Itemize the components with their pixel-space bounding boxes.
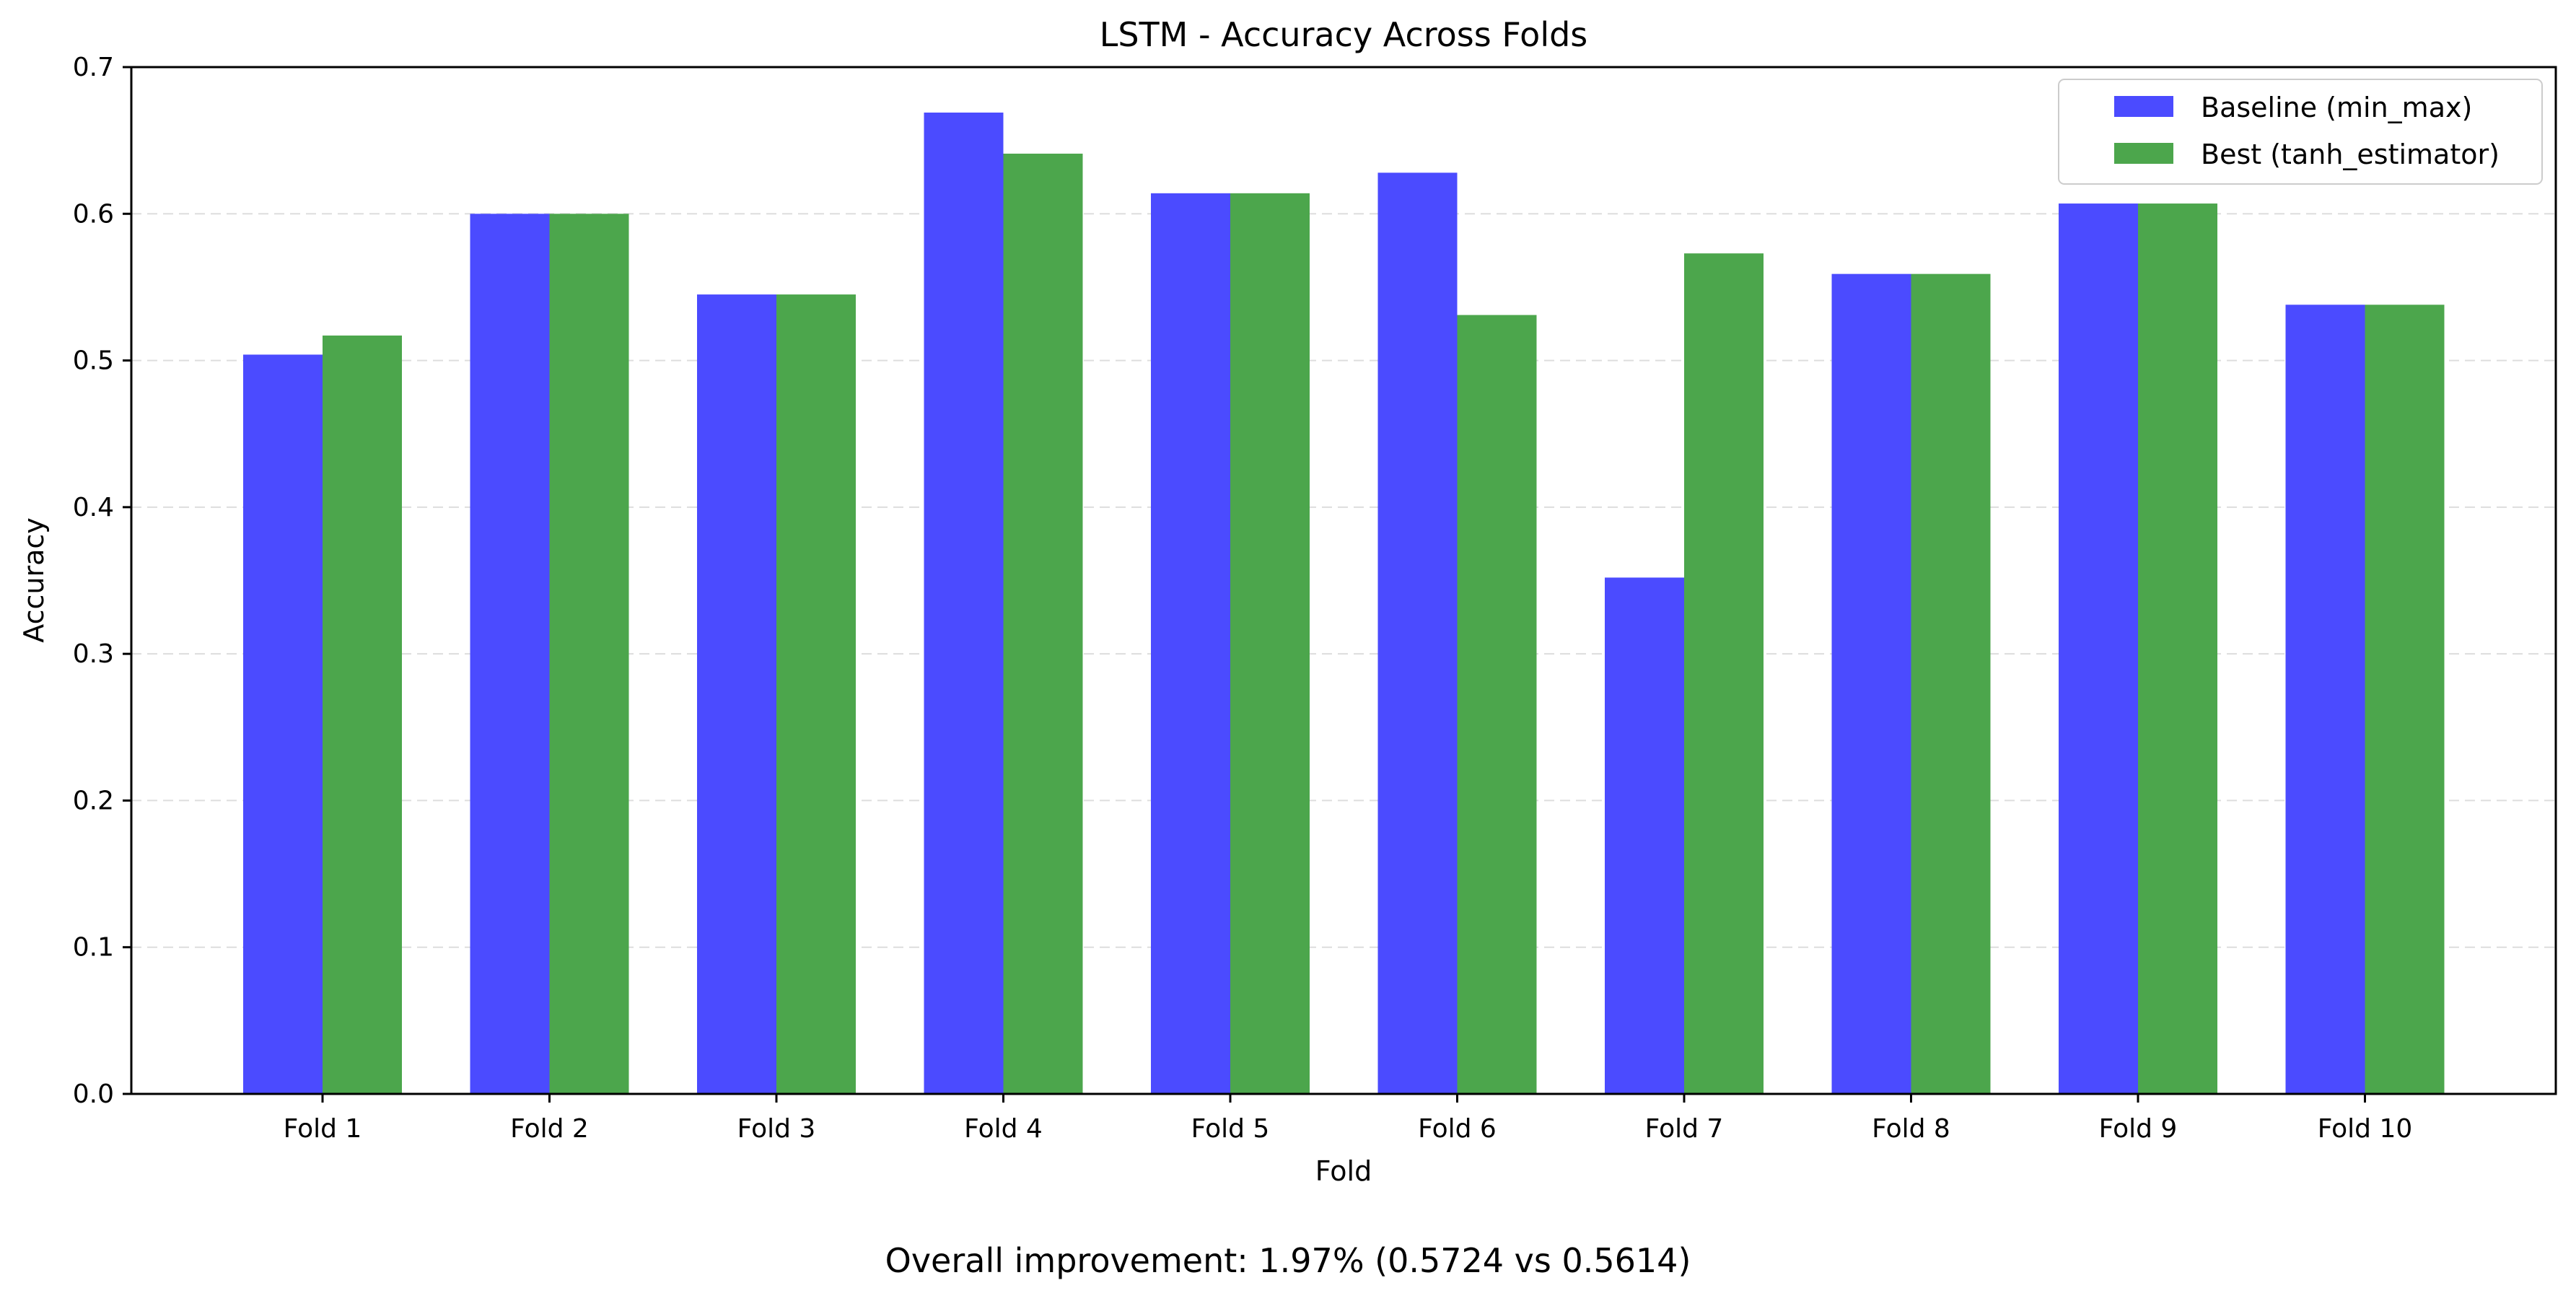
- x-tick-label-6: Fold 6: [1418, 1114, 1497, 1144]
- chart-title: LSTM - Accuracy Across Folds: [1100, 15, 1588, 54]
- x-tick-label-8: Fold 8: [1872, 1114, 1950, 1144]
- y-tick-label-7: 0.7: [73, 53, 114, 82]
- legend-swatch-baseline: [2114, 96, 2173, 117]
- y-tick-label-2: 0.2: [73, 786, 114, 815]
- legend-box: [2058, 79, 2543, 185]
- bar-series0-3: [697, 294, 776, 1094]
- y-tick-label-6: 0.6: [73, 199, 114, 229]
- legend-swatch-best: [2114, 143, 2173, 164]
- y-tick-label-4: 0.4: [73, 493, 114, 522]
- bar-series0-1: [243, 354, 323, 1095]
- bar-series0-10: [2285, 305, 2365, 1094]
- y-tick-label-0: 0.0: [73, 1079, 114, 1109]
- bar-series1-2: [549, 214, 629, 1095]
- x-tick-label-7: Fold 7: [1645, 1114, 1724, 1144]
- y-tick-label-5: 0.5: [73, 346, 114, 376]
- bar-series1-10: [2365, 305, 2445, 1094]
- bar-series1-3: [776, 294, 856, 1094]
- y-tick-label-1: 0.1: [73, 933, 114, 963]
- bar-series0-9: [2059, 203, 2138, 1095]
- y-tick-label-3: 0.3: [73, 639, 114, 669]
- bar-series0-2: [470, 214, 550, 1095]
- bar-series1-7: [1684, 253, 1764, 1094]
- x-tick-label-10: Fold 10: [2318, 1114, 2413, 1144]
- bars: [243, 113, 2445, 1095]
- y-axis-label: Accuracy: [18, 517, 50, 643]
- x-tick-label-3: Fold 3: [737, 1114, 816, 1144]
- bar-series1-5: [1230, 193, 1310, 1095]
- bar-series0-8: [1831, 273, 1911, 1095]
- bar-series1-6: [1457, 315, 1537, 1094]
- bar-series0-5: [1151, 193, 1230, 1095]
- x-axis-label: Fold: [1315, 1155, 1372, 1187]
- x-tick-label-5: Fold 5: [1191, 1114, 1270, 1144]
- legend: Baseline (min_max) Best (tanh_estimator): [2058, 79, 2543, 185]
- x-tick-label-4: Fold 4: [964, 1114, 1043, 1144]
- x-tick-label-9: Fold 9: [2099, 1114, 2178, 1144]
- y-axis-ticks: 0.0 0.1 0.2 0.3 0.4 0.5 0.6 0.7: [73, 53, 131, 1109]
- plot-frame: [130, 66, 2557, 1095]
- x-axis-ticks: Fold 1 Fold 2 Fold 3 Fold 4 Fold 5 Fold 6 Fold…: [284, 1094, 2413, 1144]
- x-tick-label-1: Fold 1: [284, 1114, 362, 1144]
- bar-series1-1: [323, 336, 402, 1095]
- bar-series0-6: [1377, 172, 1458, 1094]
- bar-series0-7: [1605, 577, 1684, 1094]
- bar-series1-9: [2138, 203, 2217, 1095]
- bar-series1-4: [1003, 153, 1083, 1094]
- bar-series1-8: [1911, 273, 1991, 1095]
- legend-label-best: Best (tanh_estimator): [2201, 139, 2500, 170]
- overall-improvement-caption: Overall improvement: 1.97% (0.5724 vs 0.…: [885, 1241, 1691, 1280]
- x-tick-label-2: Fold 2: [510, 1114, 589, 1144]
- legend-label-baseline: Baseline (min_max): [2201, 92, 2472, 123]
- bar-series0-4: [924, 113, 1004, 1095]
